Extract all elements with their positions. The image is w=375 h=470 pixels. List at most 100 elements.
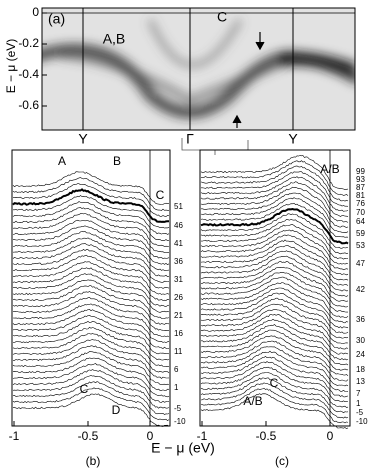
spectrum-curve (12, 213, 170, 247)
curve-label: 93 (356, 175, 365, 184)
curve-label: 36 (174, 257, 183, 266)
curve-label: -5 (356, 408, 364, 417)
spectrum-curve (200, 309, 349, 344)
spectrum-curve (200, 335, 348, 371)
curve-label: 16 (174, 329, 183, 338)
spectrum-curve (200, 350, 349, 387)
annotation: A (58, 154, 66, 168)
panel-b: A B C C D 51 46 41 36 31 26 21 16 11 6 1 -5 -10 -1 -0… (9, 149, 186, 468)
spectrum-curve (12, 303, 170, 337)
spectrum-curve (200, 155, 349, 191)
y-tick-label: 0 (32, 5, 39, 19)
spectrum-curve (12, 321, 170, 355)
curve-label: 18 (356, 365, 365, 374)
spectrum-curve (12, 267, 170, 301)
y-tick-label: -0.4 (18, 67, 39, 81)
curve-label: 70 (356, 208, 365, 217)
spectrum-curve (12, 351, 170, 385)
curve-label: -5 (174, 404, 182, 413)
spectrum-curve (201, 171, 349, 207)
curve-label: 42 (356, 285, 365, 294)
spectrum-curve (12, 279, 170, 313)
spectrum-curve (12, 183, 170, 217)
curve-label: 41 (174, 239, 183, 248)
spectrum-curve (12, 230, 170, 265)
y-tick-label: -0.2 (18, 36, 39, 50)
spectrum-curve (200, 207, 349, 245)
annotation: A,B (103, 31, 126, 47)
spectrum-curve (200, 366, 349, 403)
spectrum-curve (13, 345, 170, 379)
spectrum-curve (200, 292, 349, 329)
y-tick-label: -0.6 (18, 98, 39, 112)
panel-label: (b) (86, 454, 101, 468)
spectrum-curve (12, 237, 170, 271)
spectrum-curve (200, 271, 349, 308)
spectrum-curve (200, 382, 349, 419)
spectrum-curve (200, 287, 349, 324)
spectrum-curve (12, 207, 169, 241)
spectrum-curve (12, 249, 170, 283)
x-label: Y (78, 131, 88, 147)
annotation: C (156, 188, 165, 202)
spectrum-curve (12, 188, 169, 223)
spectrum-curve (12, 308, 170, 344)
curve-label: 47 (356, 259, 365, 268)
spectrum-curve (200, 239, 349, 276)
panel-label: (a) (48, 11, 65, 27)
spectrum-curve (12, 261, 170, 295)
x-tick-label: -0.5 (256, 429, 277, 443)
spectrum-curve (200, 361, 349, 398)
spectrum-curve (12, 219, 170, 254)
annotation: B (113, 154, 121, 168)
spectrum-curve (12, 333, 169, 368)
annotation: C (217, 9, 227, 25)
spectrum-curve (200, 282, 349, 318)
spectrum-curve (13, 296, 170, 332)
curve-label: 31 (174, 275, 183, 284)
spectrum-curve (12, 171, 170, 205)
curve-label: 46 (174, 221, 183, 230)
curve-label: 30 (356, 336, 365, 345)
spectrum-curve (200, 165, 349, 202)
curve-label: 53 (356, 241, 365, 250)
curve-label: 81 (356, 191, 365, 200)
curve-label: -10 (174, 417, 186, 426)
spectrum-curve (12, 285, 170, 319)
panel-c: A/B A/B C 999387817670645953474236302418… (197, 149, 368, 468)
curve-label: 11 (174, 347, 183, 356)
spectrum-curve (200, 229, 349, 265)
spectrum-curve (12, 393, 170, 427)
spectrum-curve (12, 357, 170, 391)
spectrum-curve (200, 218, 349, 255)
y-axis-label: E − μ (eV) (4, 39, 18, 94)
spectrum-curve (201, 266, 349, 302)
x-axis-label: E − μ (eV) (151, 440, 215, 456)
spectrum-curve (201, 160, 349, 196)
spectrum-curve (200, 387, 349, 424)
x-tick-label: -0.5 (78, 429, 99, 443)
curve-label: 1 (174, 383, 179, 392)
curve-label: 59 (356, 229, 365, 238)
curve-label: 1 (356, 399, 361, 408)
annotation: A/B (243, 394, 262, 408)
curve-label: 13 (356, 377, 365, 386)
x-tick-label: 0 (147, 429, 154, 443)
curve-label: 64 (356, 217, 365, 226)
spectrum-curve (13, 273, 170, 307)
curve-label: 87 (356, 183, 365, 192)
spectrum-curve (200, 356, 349, 392)
curve-label: 7 (356, 389, 361, 398)
spectrum-curve (200, 255, 349, 292)
spectrum-curve (200, 250, 349, 286)
spectrum-curve (12, 242, 170, 278)
curve-label: 6 (174, 365, 179, 374)
spectrum-curve (200, 329, 349, 366)
spectrum-curve (12, 326, 170, 361)
spectrum-curve (12, 201, 170, 235)
panel-a: (a) A,B C E − μ (eV) 0 -0.2 -0.4 -0.6 Y Γ Y (4, 5, 356, 155)
spectrum-curve (12, 387, 170, 421)
spectrum-curve (200, 297, 349, 334)
spectrum-curve (12, 177, 170, 211)
spectrum-curve (200, 181, 349, 217)
